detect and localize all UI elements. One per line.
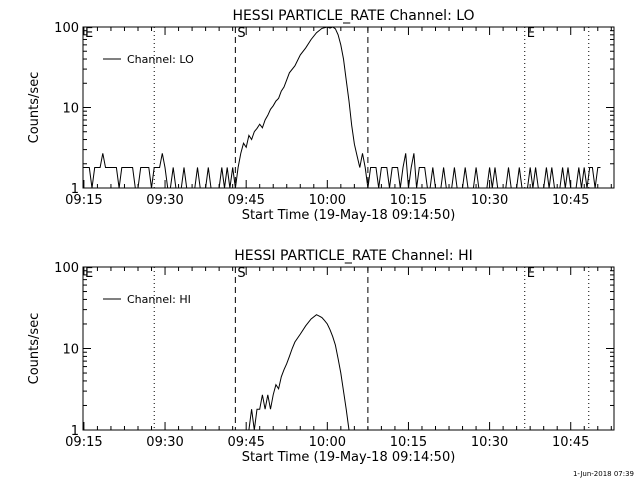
y-axis-label: Counts/sec: [27, 313, 42, 385]
x-axis-label: Start Time (19-May-18 09:14:50): [242, 208, 456, 223]
marker-label: E: [85, 26, 93, 41]
x-tick-label: 09:45: [227, 193, 264, 208]
footer-timestamp: 1-Jun-2018 07:39: [572, 470, 634, 478]
y-tick-label: 100: [54, 21, 79, 36]
y-tick-label: 100: [54, 261, 79, 276]
chart-title: HESSI PARTICLE_RATE Channel: HI: [234, 248, 472, 264]
x-axis-label: Start Time (19-May-18 09:14:50): [242, 450, 456, 465]
marker-label: S: [237, 266, 245, 281]
y-axis-label: Counts/sec: [27, 72, 42, 144]
x-tick-label: 10:30: [471, 193, 508, 208]
y-tick-label: 10: [62, 343, 79, 358]
series-line: [248, 314, 350, 431]
x-tick-label: 09:30: [146, 435, 183, 450]
x-tick-label: 09:15: [65, 193, 102, 208]
panel-2: HESSI PARTICLE_RATE Channel: HI 1 10 100 09:…: [27, 248, 615, 465]
marker-label: E: [527, 26, 535, 41]
x-tick-label: 10:45: [552, 193, 589, 208]
y-tick-label: 10: [62, 102, 79, 117]
marker-label: S: [237, 26, 245, 41]
x-tick-label: 10:15: [390, 193, 427, 208]
legend: Channel: HI: [103, 293, 191, 306]
x-tick-label: 09:45: [227, 435, 264, 450]
legend-entry: Channel: LO: [127, 53, 194, 66]
y-tick-label: 1: [71, 182, 79, 197]
plot-frame: [82, 26, 615, 189]
x-tick-label: 09:15: [65, 435, 102, 450]
series-line: [83, 26, 601, 189]
panel-1: HESSI PARTICLE_RATE Channel: LO 1 10 100 09:…: [27, 8, 615, 223]
y-tick-label: 1: [71, 424, 79, 439]
marker-label: E: [85, 266, 93, 281]
marker-label: E: [527, 266, 535, 281]
x-tick-label: 10:30: [471, 435, 508, 450]
chart-title: HESSI PARTICLE_RATE Channel: LO: [232, 8, 474, 24]
legend: Channel: LO: [103, 53, 194, 66]
x-tick-label: 10:45: [552, 435, 589, 450]
legend-entry: Channel: HI: [127, 293, 191, 306]
x-tick-label: 10:00: [309, 435, 346, 450]
plot-frame: [82, 266, 615, 431]
x-tick-label: 10:00: [309, 193, 346, 208]
x-tick-label: 10:15: [390, 435, 427, 450]
x-tick-label: 09:30: [146, 193, 183, 208]
